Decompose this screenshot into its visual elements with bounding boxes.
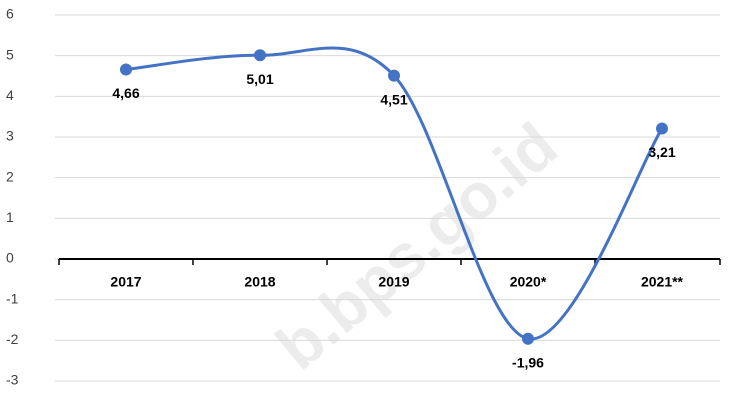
x-tick-label: 2019: [378, 274, 409, 290]
y-tick-label: 5: [6, 46, 14, 62]
y-tick-label: 2: [6, 168, 14, 184]
marker: [254, 49, 266, 62]
y-tick-label: -3: [6, 372, 19, 388]
x-tick-label: 2017: [110, 274, 141, 290]
y-tick-label: 6: [6, 6, 14, 22]
data-label: 5,01: [246, 71, 273, 87]
y-tick-label: 4: [6, 87, 14, 103]
marker: [120, 63, 132, 76]
data-label: -1,96: [512, 354, 544, 370]
marker: [522, 332, 534, 345]
y-tick-label: 3: [6, 128, 14, 144]
y-tick-label: 1: [6, 209, 14, 225]
data-label: 4,66: [112, 85, 139, 101]
y-tick-label: -2: [6, 331, 19, 347]
x-tick-label: 2020*: [510, 274, 547, 290]
data-label: 4,51: [380, 91, 407, 107]
x-tick-label: 2021**: [641, 274, 684, 290]
marker: [656, 122, 668, 135]
y-tick-label: -1: [6, 290, 19, 306]
y-tick-label: 0: [6, 250, 14, 266]
data-label: 3,21: [648, 144, 675, 160]
x-tick-label: 2018: [244, 274, 275, 290]
marker: [388, 69, 400, 82]
line: [125, 46, 664, 341]
